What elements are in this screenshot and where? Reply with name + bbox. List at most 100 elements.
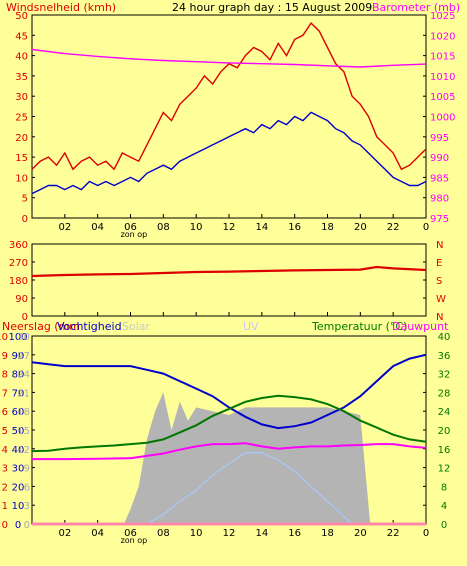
dauwpunt-line [32,442,427,461]
wind-speed-ytick-label: 50 [15,11,28,22]
wind-speed-ytick-label: 5 [22,194,28,205]
humidity-ytick-label: 10 [12,501,25,512]
solar-title: Solar [122,320,151,333]
bot-xtick-label: 06 [124,528,137,539]
rain-ytick-label: 2 [2,482,8,493]
compass-ytick-label: W [436,294,446,305]
top-series-blue-line [31,111,427,195]
barometer-ytick-label: 995 [430,133,449,144]
bot-xtick-label: 22 [387,528,400,539]
wind-speed-ytick-label: 15 [15,153,28,164]
solar-ytick-label: 6 [24,482,30,493]
temperature-ytick-label: 28 [438,388,451,399]
compass-ytick-label: N [436,240,443,251]
top-xtick-label: 16 [288,222,301,233]
humidity-ytick-label: 0 [15,520,21,531]
top-xtick-label: 04 [91,222,104,233]
compass-ytick-label: N [436,312,443,323]
humidity-ytick-label: 20 [12,482,25,493]
barometer-ytick-label: 1005 [430,92,455,103]
temperature-title: Temperatuur (°C) [311,320,407,333]
wind-speed-ytick-label: 30 [15,92,28,103]
uv-title: UV [243,320,259,333]
rain-ytick-label: 10 [0,332,8,343]
humidity-ytick-label: 70 [12,388,25,399]
wind-dir-ytick-label: 180 [9,276,28,287]
wind-dir-ytick-label: 270 [9,258,28,269]
mid-plot-area [31,243,427,317]
rain-ytick-label: 7 [2,388,8,399]
top-xtick-label: 10 [190,222,203,233]
temperature-ytick-label: 36 [438,351,451,362]
temperature-ytick-label: 4 [441,501,447,512]
top-xtick-label: 22 [387,222,400,233]
rain-ytick-label: 8 [2,370,8,381]
solar-ytick-label: 3 [24,501,30,512]
wind-speed-ytick-label: 10 [15,173,28,184]
barometer-ytick-label: 1025 [430,11,455,22]
compass-ytick-label: S [436,276,442,287]
top-xtick-label: 0 [423,222,429,233]
humidity-ytick-label: 30 [12,464,25,475]
top-series-magenta-line [31,48,427,68]
temperature-ytick-label: 16 [438,445,451,456]
wind-speed-title: Windsnelheid (kmh) [6,1,116,14]
wind-speed-ytick-label: 25 [15,113,28,124]
rain-ytick-label: 1 [2,501,8,512]
barometer-ytick-label: 1000 [430,113,455,124]
temperature-ytick-label: 0 [441,520,447,531]
humidity-ytick-label: 40 [12,445,25,456]
bot-xtick-label: 20 [354,528,367,539]
solar-ytick-label: 27 [17,351,30,362]
temperature-ytick-label: 8 [441,482,447,493]
top-xtick-label: 06 [124,222,137,233]
rain-ytick-label: 6 [2,407,8,418]
top-xtick-label: 18 [321,222,334,233]
bot-xtick-label: 0 [423,528,429,539]
humidity-title: Vochtigheid [57,320,122,333]
bot-xtick-label: 10 [190,528,203,539]
rain-ytick-label: 0 [2,520,8,531]
temperature-ytick-label: 20 [438,426,451,437]
top-plot-area [31,14,427,219]
bot-xtick-label: 16 [288,528,301,539]
barometer-ytick-label: 990 [430,153,449,164]
barometer-ytick-label: 1010 [430,72,455,83]
bot-xtick-label: 12 [223,528,236,539]
bot-sunrise-label: zon op [121,536,148,545]
temperature-ytick-label: 12 [438,464,451,475]
rain-title: Neerslag (mm [2,320,80,333]
top-xtick-label: 08 [157,222,170,233]
barometer-ytick-label: 980 [430,194,449,205]
rain-ytick-label: 5 [2,426,8,437]
temperature-ytick-label: 24 [438,407,451,418]
wind-speed-ytick-label: 40 [15,52,28,63]
wind-speed-ytick-label: 20 [15,133,28,144]
panel-wind-barometer: 0510152025303540455097598098599099510001… [15,11,455,239]
wind-dir-ytick-label: 0 [22,312,28,323]
barometer-title: Barometer (mb) [372,1,460,14]
top-sunrise-label: zon op [121,230,148,239]
barometer-ytick-label: 985 [430,173,449,184]
solar-ytick-label: 0 [24,520,30,531]
solar-ytick-label: 12 [17,445,30,456]
solar-ytick-label: 30 [17,332,30,343]
wind-dir-ytick-label: 360 [9,240,28,251]
solar-ytick-label: 18 [17,407,30,418]
wind-dir-ytick-label: 90 [15,294,28,305]
solar-ytick-label: 24 [17,370,30,381]
barometer-ytick-label: 975 [430,214,449,225]
top-xtick-label: 02 [58,222,71,233]
temperature-ytick-label: 40 [438,332,451,343]
bot-xtick-label: 18 [321,528,334,539]
humidity-ytick-label: 80 [12,370,25,381]
top-xtick-label: 14 [255,222,268,233]
uv-line [32,452,426,525]
solar-ytick-label: 21 [17,388,30,399]
bot-xtick-label: 08 [157,528,170,539]
vochtigheid-line [31,353,427,430]
rain-ytick-label: 4 [2,445,8,456]
